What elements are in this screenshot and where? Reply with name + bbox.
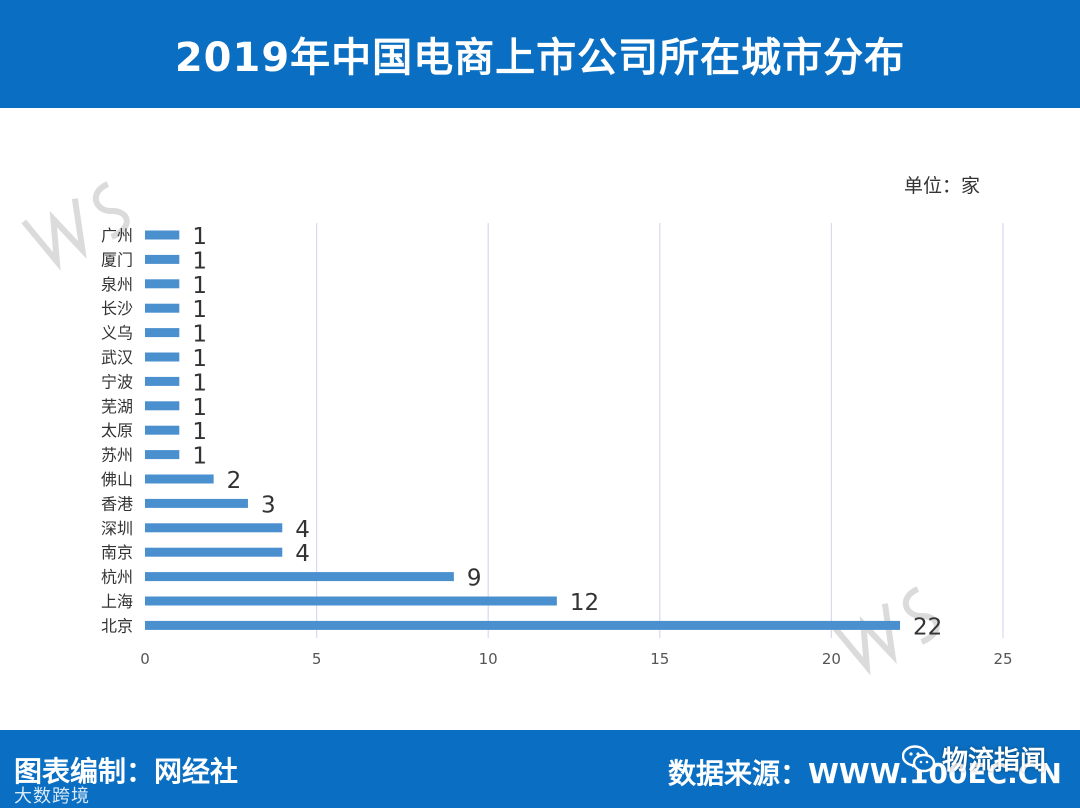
- bar: [145, 450, 180, 460]
- category-label: 深圳: [101, 519, 133, 538]
- value-label: 2: [227, 468, 242, 494]
- value-label: 1: [192, 322, 207, 348]
- category-label: 武汉: [101, 348, 133, 367]
- bar: [145, 596, 557, 606]
- corner-watermark: 大数跨境: [14, 786, 90, 807]
- value-label: 12: [570, 590, 599, 616]
- value-label: 1: [192, 297, 207, 323]
- data-source: 数据来源：WWW.100EC.CN: [668, 757, 1062, 790]
- value-label: 4: [295, 517, 310, 543]
- value-label: 9: [467, 566, 482, 592]
- chart-credit: 图表编制：网经社: [14, 755, 239, 788]
- category-label: 苏州: [101, 446, 133, 465]
- bar: [145, 352, 180, 362]
- bar: [145, 620, 901, 630]
- category-label: 泉州: [101, 275, 133, 294]
- value-label: 3: [261, 492, 276, 518]
- bar: [145, 523, 283, 533]
- value-label: 1: [192, 444, 207, 470]
- wechat-icon: [902, 744, 936, 772]
- bar: [145, 547, 283, 557]
- x-tick-label: 20: [822, 650, 841, 668]
- category-label: 南京: [101, 543, 133, 562]
- value-label: 1: [192, 248, 207, 274]
- bar: [145, 401, 180, 411]
- value-label: 1: [192, 395, 207, 421]
- value-label: 1: [192, 419, 207, 445]
- value-label: 1: [192, 370, 207, 396]
- category-label: 厦门: [101, 250, 133, 269]
- chart-area: 单位：家 广州厦门泉州长沙义乌武汉宁波芜湖太原苏州佛山香港深圳南京杭州上海北京 …: [21, 175, 1013, 676]
- category-label: 北京: [101, 616, 133, 635]
- value-label: 4: [295, 541, 310, 567]
- gridlines: [316, 223, 1004, 638]
- unit-label: 单位：家: [904, 175, 980, 197]
- bar: [145, 328, 180, 338]
- category-label: 宁波: [101, 372, 133, 391]
- bar: [145, 230, 180, 240]
- category-label: 上海: [101, 592, 133, 611]
- category-label: 芜湖: [101, 397, 133, 416]
- x-tick-label: 25: [993, 650, 1012, 668]
- tick-labels: 0 5 10 15 20 25: [140, 650, 1012, 668]
- x-tick-label: 15: [650, 650, 669, 668]
- bar: [145, 498, 248, 508]
- bar: [145, 279, 180, 289]
- category-label: 长沙: [101, 299, 133, 318]
- bar: [145, 254, 180, 264]
- value-label: 1: [192, 224, 207, 250]
- category-label: 广州: [101, 226, 133, 245]
- value-label: 1: [192, 273, 207, 299]
- wechat-account-name: 物流指闻: [942, 746, 1047, 776]
- x-tick-label: 0: [140, 650, 150, 668]
- category-label: 义乌: [101, 324, 133, 343]
- header-banner: 2019年中国电商上市公司所在城市分布: [0, 0, 1080, 108]
- bar: [145, 303, 180, 313]
- value-label: 1: [192, 346, 207, 372]
- value-label: 22: [913, 614, 942, 640]
- bar: [145, 474, 214, 484]
- category-label: 香港: [101, 494, 133, 513]
- x-tick-label: 10: [479, 650, 498, 668]
- bar: [145, 376, 180, 386]
- bar: [145, 425, 180, 435]
- footer-banner: 图表编制：网经社 数据来源：WWW.100EC.CN 大数跨境: [0, 730, 1080, 808]
- bar: [145, 572, 454, 582]
- x-tick-label: 5: [312, 650, 322, 668]
- watermark-logo-top-left: [21, 181, 130, 271]
- bars: [145, 230, 901, 630]
- category-label: 佛山: [101, 470, 133, 489]
- category-label: 杭州: [101, 568, 133, 587]
- wechat-tag: 物流指闻: [902, 740, 1046, 777]
- chart-title: 2019年中国电商上市公司所在城市分布: [174, 35, 906, 81]
- category-label: 太原: [101, 421, 133, 440]
